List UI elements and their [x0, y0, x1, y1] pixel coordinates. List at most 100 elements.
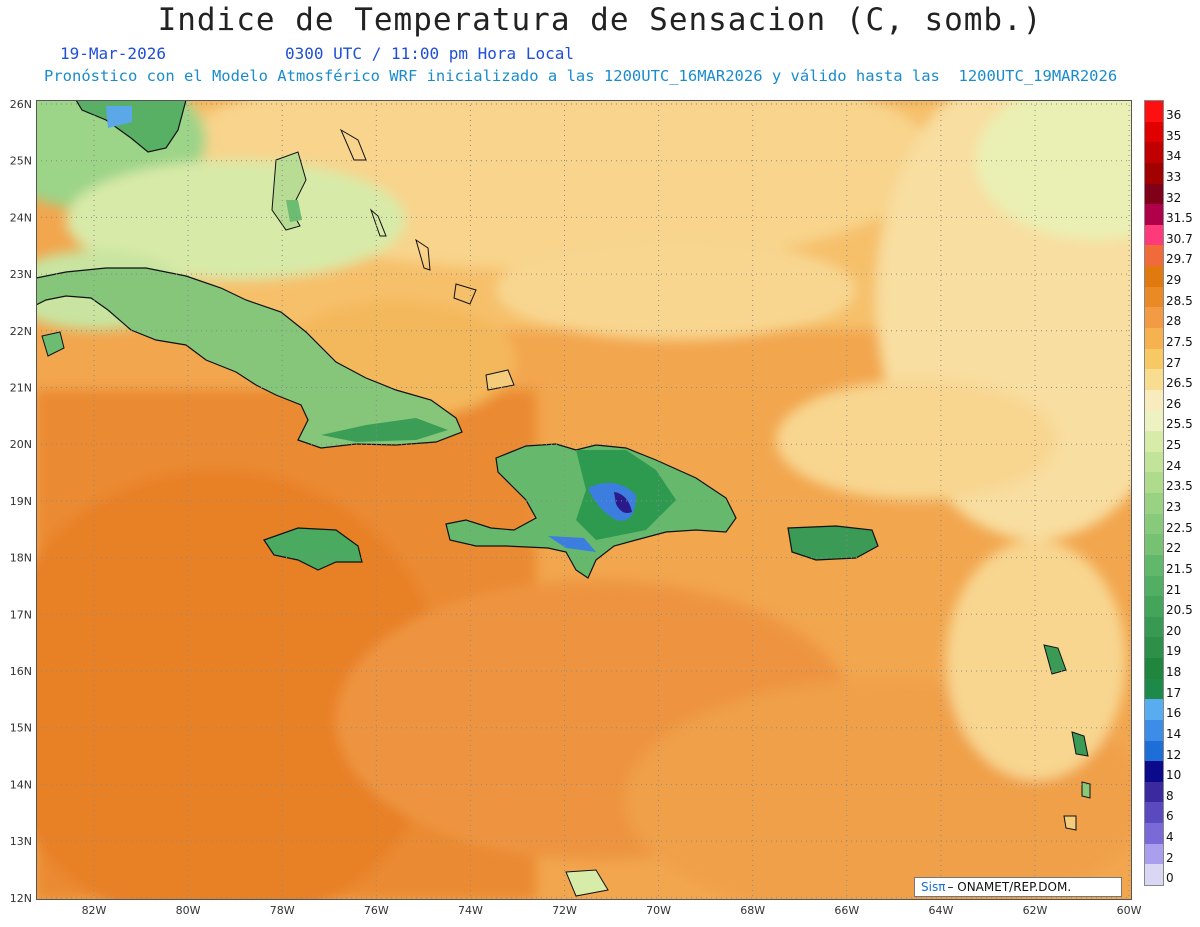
lon-label: 66W: [834, 904, 859, 917]
legend-label: 19: [1166, 644, 1182, 659]
forecast-date: 19-Mar-2026: [60, 44, 166, 63]
credit-brand: Sisπ: [921, 880, 946, 894]
legend-label: 27: [1166, 355, 1182, 370]
legend-label: 27.5: [1166, 334, 1193, 349]
lat-label: 21N: [10, 382, 32, 395]
lat-label: 22N: [10, 325, 32, 338]
legend-label: 4: [1166, 830, 1174, 845]
forecast-time: 0300 UTC / 11:00 pm Hora Local: [285, 44, 574, 63]
legend-swatch: [1145, 286, 1163, 308]
legend-label: 14: [1166, 726, 1182, 741]
legend-swatch: [1145, 843, 1163, 865]
legend-label: 23.5: [1166, 479, 1193, 494]
legend-swatch: [1145, 224, 1163, 246]
lat-label: 17N: [10, 608, 32, 621]
legend-label: 33: [1166, 169, 1182, 184]
color-legend: [1144, 100, 1164, 886]
legend-label: 32: [1166, 190, 1182, 205]
legend-label: 0: [1166, 871, 1174, 886]
legend-label: 25: [1166, 438, 1182, 453]
credit-text: – ONAMET/REP.DOM.: [947, 880, 1072, 894]
temperature-map: 26N 25N 24N 23N 22N 21N 20N 19N 18N 17N 16N 15N 14N 1…: [10, 98, 1142, 917]
graticule: [36, 100, 1132, 900]
legend-swatch: [1145, 493, 1163, 515]
legend-swatch: [1145, 740, 1163, 762]
legend-swatch: [1145, 864, 1163, 886]
legend-swatch: [1145, 823, 1163, 845]
legend-label: 36: [1166, 108, 1182, 122]
lon-label: 60W: [1117, 904, 1142, 917]
legend-swatch: [1145, 637, 1163, 659]
legend-swatch: [1145, 121, 1163, 143]
legend-swatch: [1145, 575, 1163, 597]
lon-label: 72W: [552, 904, 577, 917]
lat-label: 18N: [10, 552, 32, 565]
legend-label: 10: [1166, 768, 1182, 783]
lat-label: 13N: [10, 835, 32, 848]
lat-label: 19N: [10, 495, 32, 508]
legend-swatch: [1145, 245, 1163, 267]
legend-swatch: [1145, 307, 1163, 329]
legend-label: 18: [1166, 665, 1182, 680]
legend-label: 25.5: [1166, 417, 1193, 432]
legend-swatch: [1145, 761, 1163, 783]
lon-label: 74W: [458, 904, 483, 917]
lon-label: 82W: [82, 904, 107, 917]
legend-label: 20: [1166, 623, 1182, 638]
legend-label: 16: [1166, 706, 1182, 721]
lat-label: 15N: [10, 722, 32, 735]
lon-label: 70W: [646, 904, 671, 917]
lat-label: 12N: [10, 892, 32, 905]
legend-swatch: [1145, 183, 1163, 205]
legend-swatch: [1145, 513, 1163, 535]
lon-label: 76W: [364, 904, 389, 917]
legend-swatch: [1145, 162, 1163, 185]
lon-label: 62W: [1023, 904, 1048, 917]
legend-swatch: [1145, 699, 1163, 721]
legend-label: 26.5: [1166, 376, 1193, 391]
legend-swatch: [1145, 554, 1163, 577]
legend-label: 21: [1166, 582, 1182, 597]
legend-swatch: [1145, 431, 1163, 453]
legend-swatch: [1145, 101, 1163, 123]
legend-label: 22: [1166, 541, 1182, 556]
legend-swatch: [1145, 781, 1163, 803]
legend-label: 30.7: [1166, 231, 1193, 246]
map-title: Indice de Temperatura de Sensacion (C, s…: [157, 2, 1043, 38]
legend-label: 17: [1166, 685, 1182, 700]
legend-label: 34: [1166, 149, 1182, 164]
legend-label: 29: [1166, 273, 1182, 288]
heat-field: [36, 100, 1132, 900]
legend-swatch: [1145, 472, 1163, 494]
legend-label: 24: [1166, 458, 1182, 473]
legend-swatch: [1145, 348, 1163, 370]
legend-label: 28.5: [1166, 293, 1193, 308]
map-frame: [36, 100, 1132, 900]
lat-label: 24N: [10, 211, 32, 224]
legend-swatch: [1145, 534, 1163, 556]
lon-label: 68W: [740, 904, 765, 917]
legend-label: 6: [1166, 809, 1174, 824]
lon-label: 64W: [928, 904, 953, 917]
legend-label: 23: [1166, 500, 1182, 514]
legend-swatch: [1145, 616, 1163, 638]
legend-swatch: [1145, 327, 1163, 350]
legend-label: 12: [1166, 747, 1182, 762]
legend-label: 20.5: [1166, 603, 1193, 618]
legend-label: 29.7: [1166, 252, 1193, 267]
legend-swatch: [1145, 410, 1163, 432]
legend-swatch: [1145, 719, 1163, 742]
legend-label: 21.5: [1166, 561, 1193, 576]
legend-swatch: [1145, 389, 1163, 411]
legend-swatch: [1145, 266, 1163, 288]
lat-label: 14N: [10, 778, 32, 791]
legend-swatch: [1145, 658, 1163, 680]
legend-label: 8: [1166, 788, 1174, 803]
lat-label: 25N: [10, 155, 32, 168]
legend-swatch: [1145, 802, 1163, 824]
legend-swatch: [1145, 678, 1163, 700]
legend-swatch: [1145, 142, 1163, 164]
legend-label: 35: [1166, 128, 1182, 143]
legend-swatch: [1145, 369, 1163, 391]
credit-box: Sisπ – ONAMET/REP.DOM.: [914, 877, 1122, 897]
